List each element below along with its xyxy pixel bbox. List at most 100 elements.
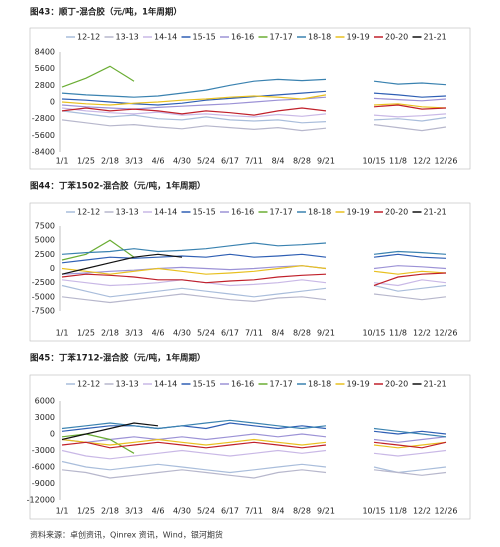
- legend-label: 21-21: [424, 208, 447, 217]
- chart-title: 图44：丁苯1502-混合胶（元/吨，1年周期）: [30, 181, 206, 192]
- legend-label: 16-16: [231, 380, 254, 389]
- y-tick-label: 3000: [35, 413, 55, 422]
- chart-title: 图43：顺丁-混合胶（元/吨，1年周期）: [30, 7, 182, 18]
- x-tick-label: 8/4: [272, 157, 285, 166]
- x-tick-label: 10/15: [362, 507, 385, 516]
- x-tick-label: 10/15: [362, 157, 385, 166]
- series-line: [61, 272, 447, 287]
- legend-label: 12-12: [77, 208, 100, 217]
- legend-label: 19-19: [347, 33, 370, 42]
- y-tick-label: -5000: [32, 292, 55, 301]
- x-tick-label: 7/11: [245, 507, 263, 516]
- x-tick-label: 1/25: [77, 507, 95, 516]
- x-tick-label: 4/30: [173, 507, 191, 516]
- legend-label: 13-13: [116, 33, 139, 42]
- x-tick-label: 3/13: [125, 329, 143, 338]
- x-tick-label: 5/24: [197, 329, 215, 338]
- x-tick-label: 1/1: [56, 329, 69, 338]
- x-tick-label: 1/25: [77, 329, 95, 338]
- series-line: [61, 265, 447, 275]
- x-tick-label: 11/8: [389, 329, 407, 338]
- y-tick-label: 8400: [35, 48, 55, 57]
- x-tick-label: 3/13: [125, 507, 143, 516]
- legend-label: 17-17: [270, 33, 293, 42]
- x-tick-label: 8/4: [272, 329, 285, 338]
- legend-label: 18-18: [308, 208, 331, 217]
- y-tick-label: -7500: [32, 307, 55, 316]
- x-tick-label: 8/28: [293, 507, 311, 516]
- series-line: [61, 469, 447, 479]
- x-tick-label: 9/21: [317, 329, 335, 338]
- y-tick-label: -6000: [32, 463, 55, 472]
- legend-label: 17-17: [270, 380, 293, 389]
- legend-label: 17-17: [270, 208, 293, 217]
- series-line: [61, 119, 447, 132]
- x-tick-label: 2/18: [101, 329, 119, 338]
- x-tick-label: 1/1: [56, 507, 69, 516]
- x-tick-label: 12/2: [413, 157, 431, 166]
- x-tick-label: 11/8: [389, 157, 407, 166]
- x-tick-label: 2/18: [101, 157, 119, 166]
- y-tick-label: 5000: [35, 236, 55, 245]
- x-tick-label: 4/30: [173, 329, 191, 338]
- series-line: [61, 96, 447, 110]
- chart-frame: [29, 27, 471, 170]
- x-tick-label: 4/6: [152, 329, 165, 338]
- legend-label: 21-21: [424, 380, 447, 389]
- x-tick-label: 6/17: [221, 507, 239, 516]
- y-tick-label: 0: [50, 98, 55, 107]
- x-tick-label: 10/15: [362, 329, 385, 338]
- x-tick-label: 9/21: [317, 507, 335, 516]
- x-tick-label: 4/6: [152, 157, 165, 166]
- legend-label: 18-18: [308, 380, 331, 389]
- legend-label: 20-20: [385, 208, 408, 217]
- series-line: [61, 253, 183, 275]
- chart-frame: [29, 202, 471, 342]
- y-tick-label: -2500: [32, 278, 55, 287]
- x-tick-label: 4/30: [173, 157, 191, 166]
- legend-label: 12-12: [77, 380, 100, 389]
- series-line: [61, 460, 447, 474]
- legend-label: 14-14: [154, 208, 177, 217]
- chart-title: 图45：丁苯1712-混合胶（元/吨，1年周期）: [30, 353, 206, 364]
- series-line: [61, 239, 135, 261]
- x-tick-label: 8/28: [293, 329, 311, 338]
- y-tick-label: -8400: [32, 148, 55, 157]
- series-line: [61, 441, 447, 449]
- series-line: [61, 107, 447, 118]
- legend-label: 15-15: [193, 33, 216, 42]
- series-line: [61, 253, 447, 264]
- series-line: [61, 265, 447, 275]
- legend-label: 19-19: [347, 208, 370, 217]
- legend-label: 13-13: [116, 380, 139, 389]
- x-tick-label: 9/21: [317, 157, 335, 166]
- legend-label: 15-15: [193, 208, 216, 217]
- legend-label: 16-16: [231, 208, 254, 217]
- y-tick-label: -5600: [32, 131, 55, 140]
- series-line: [61, 78, 447, 98]
- x-tick-label: 8/28: [293, 157, 311, 166]
- series-line: [61, 65, 135, 88]
- legend-label: 13-13: [116, 208, 139, 217]
- x-tick-label: 5/24: [197, 157, 215, 166]
- chart-frame: [29, 374, 471, 520]
- x-tick-label: 5/24: [197, 507, 215, 516]
- y-tick-label: 0: [50, 264, 55, 273]
- series-line: [61, 94, 447, 109]
- y-tick-label: 2800: [35, 81, 55, 90]
- series-line: [61, 422, 159, 441]
- y-tick-label: -9000: [32, 479, 55, 488]
- x-tick-label: 1/25: [77, 157, 95, 166]
- series-line: [61, 293, 447, 304]
- series-line: [61, 449, 447, 460]
- x-tick-label: 3/13: [125, 157, 143, 166]
- series-line: [61, 242, 447, 255]
- y-tick-label: -3000: [32, 446, 55, 455]
- legend-label: 18-18: [308, 33, 331, 42]
- legend-label: 19-19: [347, 380, 370, 389]
- x-tick-label: 6/17: [221, 157, 239, 166]
- x-tick-label: 12/2: [413, 329, 431, 338]
- legend-label: 21-21: [424, 33, 447, 42]
- legend-label: 12-12: [77, 33, 100, 42]
